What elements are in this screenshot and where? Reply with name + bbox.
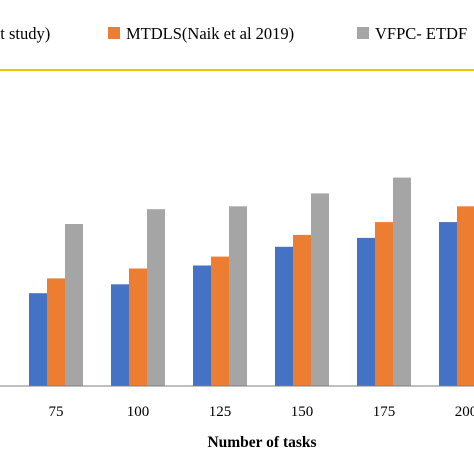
bar-200-series-1 (439, 222, 457, 386)
bar-125-series-3 (229, 206, 247, 386)
x-axis-title: Number of tasks (207, 434, 316, 451)
bar-150-series-3 (311, 193, 329, 386)
x-tick-label-150: 150 (291, 404, 314, 420)
bar-75-series-3 (65, 224, 83, 386)
legend-swatch-series-3 (357, 27, 369, 39)
bar-175-series-2 (375, 222, 393, 386)
bar-150-series-1 (275, 246, 293, 386)
x-tick-label-75: 75 (49, 404, 64, 420)
legend-label-series-1: nt study) (0, 24, 50, 43)
bar-75-series-2 (47, 278, 65, 386)
x-tick-label-200: 200 (455, 404, 474, 420)
bar-100-series-1 (111, 284, 129, 386)
bars (29, 177, 474, 386)
bar-75-series-1 (29, 293, 47, 386)
legend: nt study) MTDLS(Naik et al 2019) VFPC- E… (0, 24, 467, 43)
bar-125-series-2 (211, 256, 229, 386)
bar-125-series-1 (193, 265, 211, 386)
bar-200-series-2 (457, 206, 474, 386)
bar-100-series-3 (147, 209, 165, 386)
legend-label-series-3: VFPC- ETDF (375, 24, 467, 43)
x-tick-label-100: 100 (127, 404, 150, 420)
x-tick-labels: 75 100 125 150 175 200 (49, 404, 474, 420)
legend-label-series-2: MTDLS(Naik et al 2019) (126, 24, 294, 43)
x-tick-label-175: 175 (373, 404, 396, 420)
bar-100-series-2 (129, 268, 147, 386)
legend-swatch-series-2 (108, 27, 120, 39)
bar-175-series-3 (393, 177, 411, 386)
bar-150-series-2 (293, 234, 311, 386)
x-tick-label-125: 125 (209, 404, 232, 420)
bar-175-series-1 (357, 237, 375, 386)
